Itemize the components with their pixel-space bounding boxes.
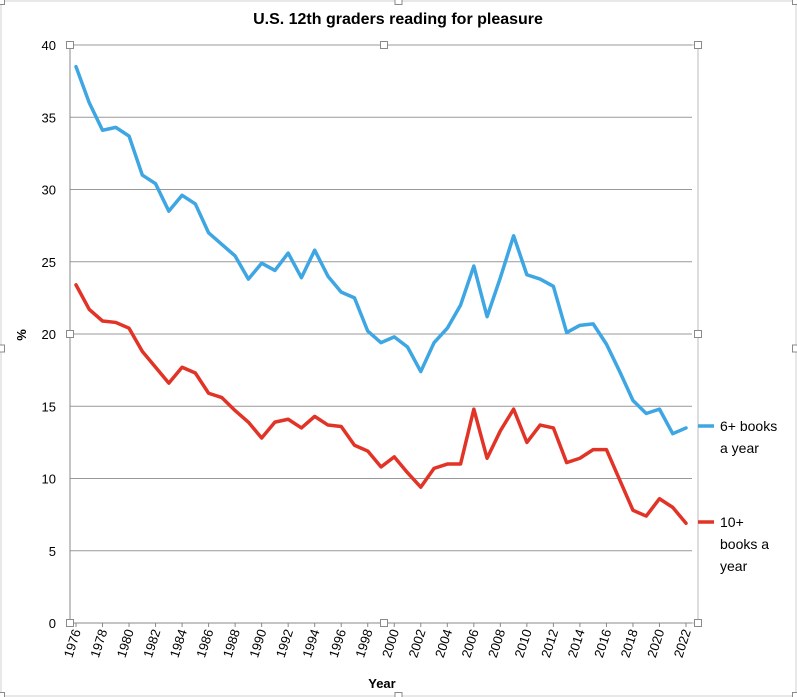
plot-area-handles[interactable] <box>66 41 702 627</box>
y-tick-label: 10 <box>42 472 56 487</box>
y-tick-label: 25 <box>42 255 56 270</box>
series-line-10plus <box>74 283 688 526</box>
resize-handle[interactable] <box>694 619 702 627</box>
y-tick-label: 35 <box>42 110 56 125</box>
legend-label: 10+ <box>720 514 744 530</box>
x-axis-title: Year <box>368 676 395 691</box>
resize-handle[interactable] <box>694 41 702 49</box>
resize-handle[interactable] <box>66 619 74 627</box>
resize-handle[interactable] <box>0 692 5 697</box>
y-tick-label: 30 <box>42 183 56 198</box>
series-line-6plus <box>74 64 688 436</box>
series-layer <box>74 64 688 526</box>
y-axis-title: % <box>14 329 29 341</box>
legend-label: 6+ books <box>720 418 777 434</box>
resize-handle[interactable] <box>394 0 403 5</box>
y-tick-label: 20 <box>42 327 56 342</box>
resize-handle[interactable] <box>694 330 702 338</box>
resize-handle[interactable] <box>792 344 797 353</box>
y-tick-label: 0 <box>49 616 56 631</box>
y-axis: 0 5 10 15 20 25 30 35 40 <box>42 38 71 631</box>
resize-handle[interactable] <box>792 692 797 697</box>
resize-handle[interactable] <box>380 619 388 627</box>
legend: 6+ books a year 10+ books a year <box>698 418 777 574</box>
resize-handle[interactable] <box>792 0 797 5</box>
resize-handle[interactable] <box>380 41 388 49</box>
resize-handle[interactable] <box>0 0 5 5</box>
y-tick-label: 5 <box>49 544 56 559</box>
resize-handle[interactable] <box>394 692 403 697</box>
legend-label: books a <box>720 536 769 552</box>
resize-handle[interactable] <box>66 330 74 338</box>
y-tick-label: 40 <box>42 38 56 53</box>
legend-label: a year <box>720 440 759 456</box>
y-tick-label: 15 <box>42 399 56 414</box>
chart-title: U.S. 12th graders reading for pleasure <box>253 11 543 28</box>
legend-label: year <box>720 558 748 574</box>
resize-handle[interactable] <box>66 41 74 49</box>
resize-handle[interactable] <box>0 344 5 353</box>
